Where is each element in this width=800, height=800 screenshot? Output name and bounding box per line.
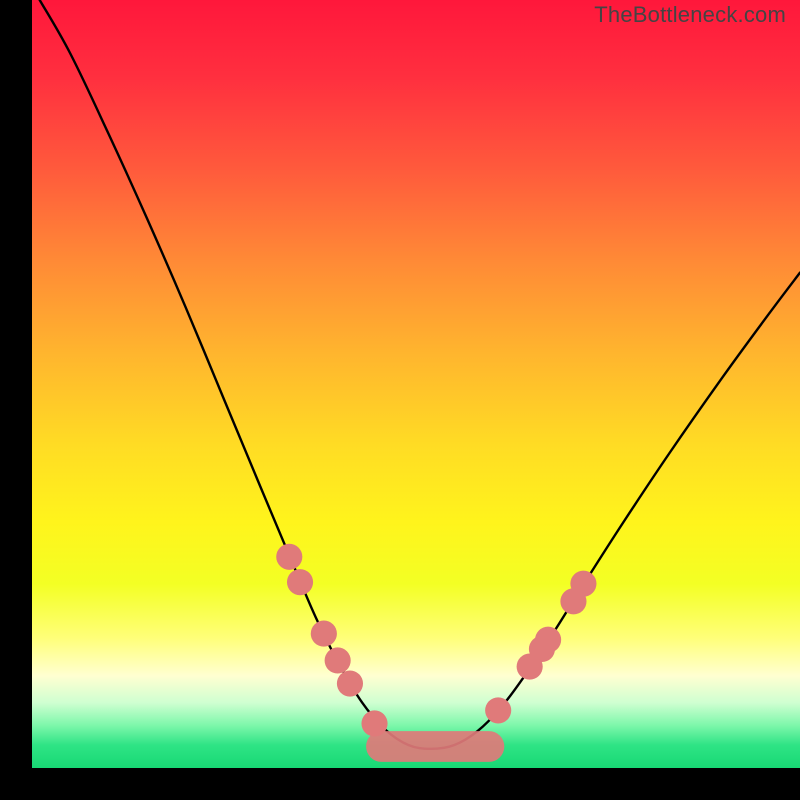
marker-left bbox=[287, 569, 313, 595]
watermark-text: TheBottleneck.com bbox=[594, 2, 786, 28]
curve-layer bbox=[32, 0, 800, 768]
marker-left bbox=[311, 621, 337, 647]
bottleneck-curve bbox=[40, 0, 800, 749]
marker-left bbox=[276, 544, 302, 570]
plot-area bbox=[32, 0, 800, 768]
marker-left bbox=[337, 670, 363, 696]
marker-left bbox=[361, 710, 387, 736]
chart-frame: TheBottleneck.com bbox=[0, 0, 800, 800]
floor-band bbox=[366, 731, 504, 762]
marker-left bbox=[325, 647, 351, 673]
marker-right bbox=[485, 697, 511, 723]
